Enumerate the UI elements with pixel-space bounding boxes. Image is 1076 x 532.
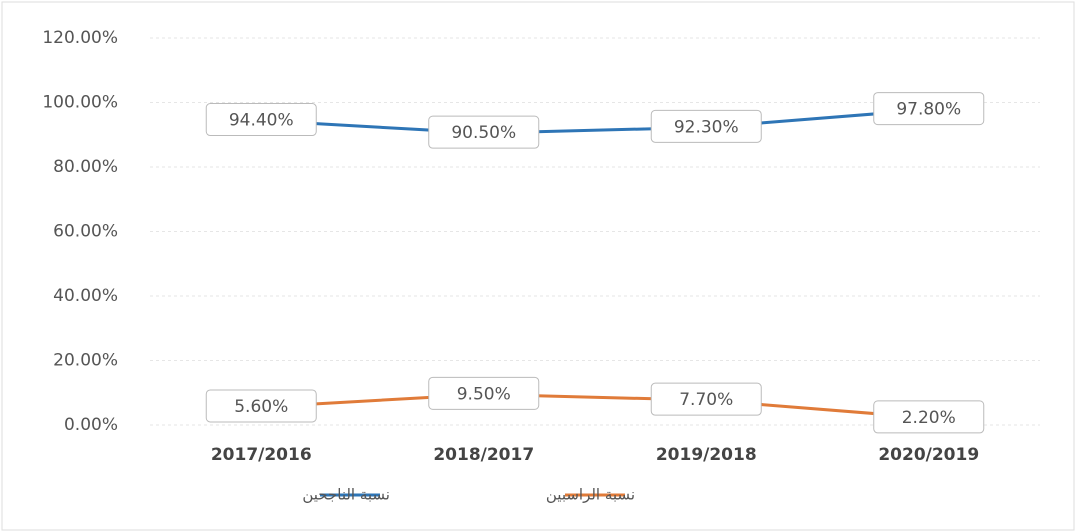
y-tick-label: 120.00% <box>42 28 118 48</box>
data-label: 2.20% <box>902 408 956 428</box>
legend-label: نسبة الناجحين <box>302 486 390 504</box>
data-label-box <box>650 109 762 143</box>
y-tick-label: 40.00% <box>53 286 118 306</box>
data-label-box <box>205 389 317 423</box>
data-label: 97.80% <box>896 100 961 120</box>
y-tick-label: 80.00% <box>53 157 118 177</box>
data-label: 90.50% <box>451 123 516 143</box>
data-label: 7.70% <box>679 390 733 410</box>
series-line <box>261 392 929 420</box>
data-label-box <box>205 103 317 137</box>
data-label: 5.60% <box>234 397 288 417</box>
data-label: 9.50% <box>457 384 511 404</box>
data-label-box <box>873 92 985 126</box>
series-line <box>261 108 929 135</box>
data-label-box <box>428 376 540 410</box>
x-tick-label: 2017/2016 <box>211 445 312 465</box>
data-label-box <box>650 382 762 416</box>
x-tick-label: 2020/2019 <box>878 445 979 465</box>
y-tick-label: 60.00% <box>53 222 118 242</box>
data-label: 92.30% <box>674 117 739 137</box>
legend-label: نسبة الراسبين <box>546 486 635 504</box>
y-tick-label: 100.00% <box>42 93 118 113</box>
x-tick-label: 2018/2017 <box>433 445 534 465</box>
y-tick-label: 20.00% <box>53 351 118 371</box>
data-label-box <box>873 400 985 434</box>
x-tick-label: 2019/2018 <box>656 445 757 465</box>
data-label-box <box>428 115 540 149</box>
data-label: 94.40% <box>229 111 294 131</box>
y-tick-label: 0.00% <box>64 415 118 435</box>
